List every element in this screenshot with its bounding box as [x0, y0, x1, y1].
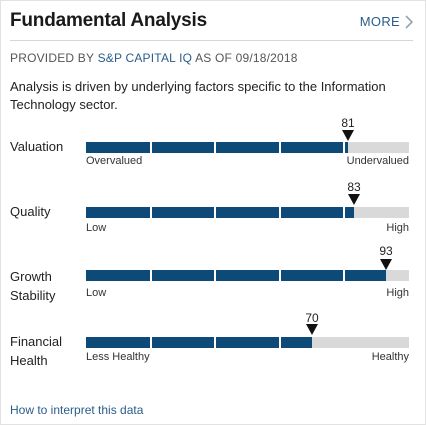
metric-score: 81 — [341, 116, 355, 130]
interpret-data-link[interactable]: How to interpret this data — [10, 403, 144, 417]
bar-segment-divider — [214, 207, 216, 218]
bar-segment-divider — [214, 270, 216, 281]
score-bar-track — [86, 270, 409, 281]
bar-segment-divider — [343, 207, 345, 218]
bar-segment-divider — [214, 337, 216, 348]
score-bar-fill — [86, 207, 354, 218]
bar-segment-divider — [343, 270, 345, 281]
analysis-description: Analysis is driven by underlying factors… — [10, 79, 386, 112]
more-label: MORE — [359, 14, 400, 29]
scale-high-label: Healthy — [371, 351, 409, 363]
metric-label: Valuation — [10, 139, 64, 154]
provider-line: PROVIDED BY S&P CAPITAL IQ AS OF 09/18/2… — [10, 51, 298, 65]
scale-high-label: High — [386, 287, 409, 299]
score-marker-icon — [306, 324, 318, 335]
score-marker-icon — [348, 194, 360, 205]
bar-segment-divider — [150, 142, 152, 153]
bar-segment-divider — [279, 142, 281, 153]
provider-prefix: PROVIDED BY — [10, 51, 95, 65]
bar-segment-divider — [150, 337, 152, 348]
bar-segment-divider — [214, 142, 216, 153]
scale-high-label: High — [386, 222, 409, 234]
chevron-right-icon — [405, 14, 413, 29]
more-link[interactable]: MORE — [360, 14, 413, 29]
score-bar-track — [86, 207, 409, 218]
bar-segment-divider — [279, 270, 281, 281]
scale-high-label: Undervalued — [346, 155, 409, 167]
metric-label: Growth Stability — [10, 269, 56, 303]
score-marker-icon — [380, 259, 392, 270]
metric-score: 93 — [379, 244, 393, 258]
bar-segment-divider — [343, 142, 345, 153]
provider-date: AS OF 09/18/2018 — [195, 51, 298, 65]
scale-low-label: Low — [86, 287, 107, 299]
bar-segment-divider — [150, 270, 152, 281]
metric-label: Financial Health — [10, 334, 63, 368]
scale-low-label: Overvalued — [86, 155, 143, 167]
header-divider — [10, 40, 413, 41]
score-bar-fill — [86, 337, 312, 348]
metric-label: Quality — [10, 204, 51, 219]
score-bar-fill — [86, 142, 348, 153]
metric-score: 70 — [305, 311, 319, 325]
metric-score: 83 — [347, 180, 361, 194]
score-bar-track — [86, 142, 409, 153]
card-title: Fundamental Analysis — [10, 10, 207, 31]
score-marker-icon — [342, 130, 354, 141]
scale-low-label: Low — [86, 222, 107, 234]
score-bar-fill — [86, 270, 386, 281]
scale-low-label: Less Healthy — [86, 351, 150, 363]
bar-segment-divider — [279, 337, 281, 348]
bar-segment-divider — [150, 207, 152, 218]
score-bar-track — [86, 337, 409, 348]
provider-link[interactable]: S&P CAPITAL IQ — [97, 51, 193, 65]
card-header: Fundamental Analysis MORE — [10, 10, 413, 36]
bar-segment-divider — [279, 207, 281, 218]
